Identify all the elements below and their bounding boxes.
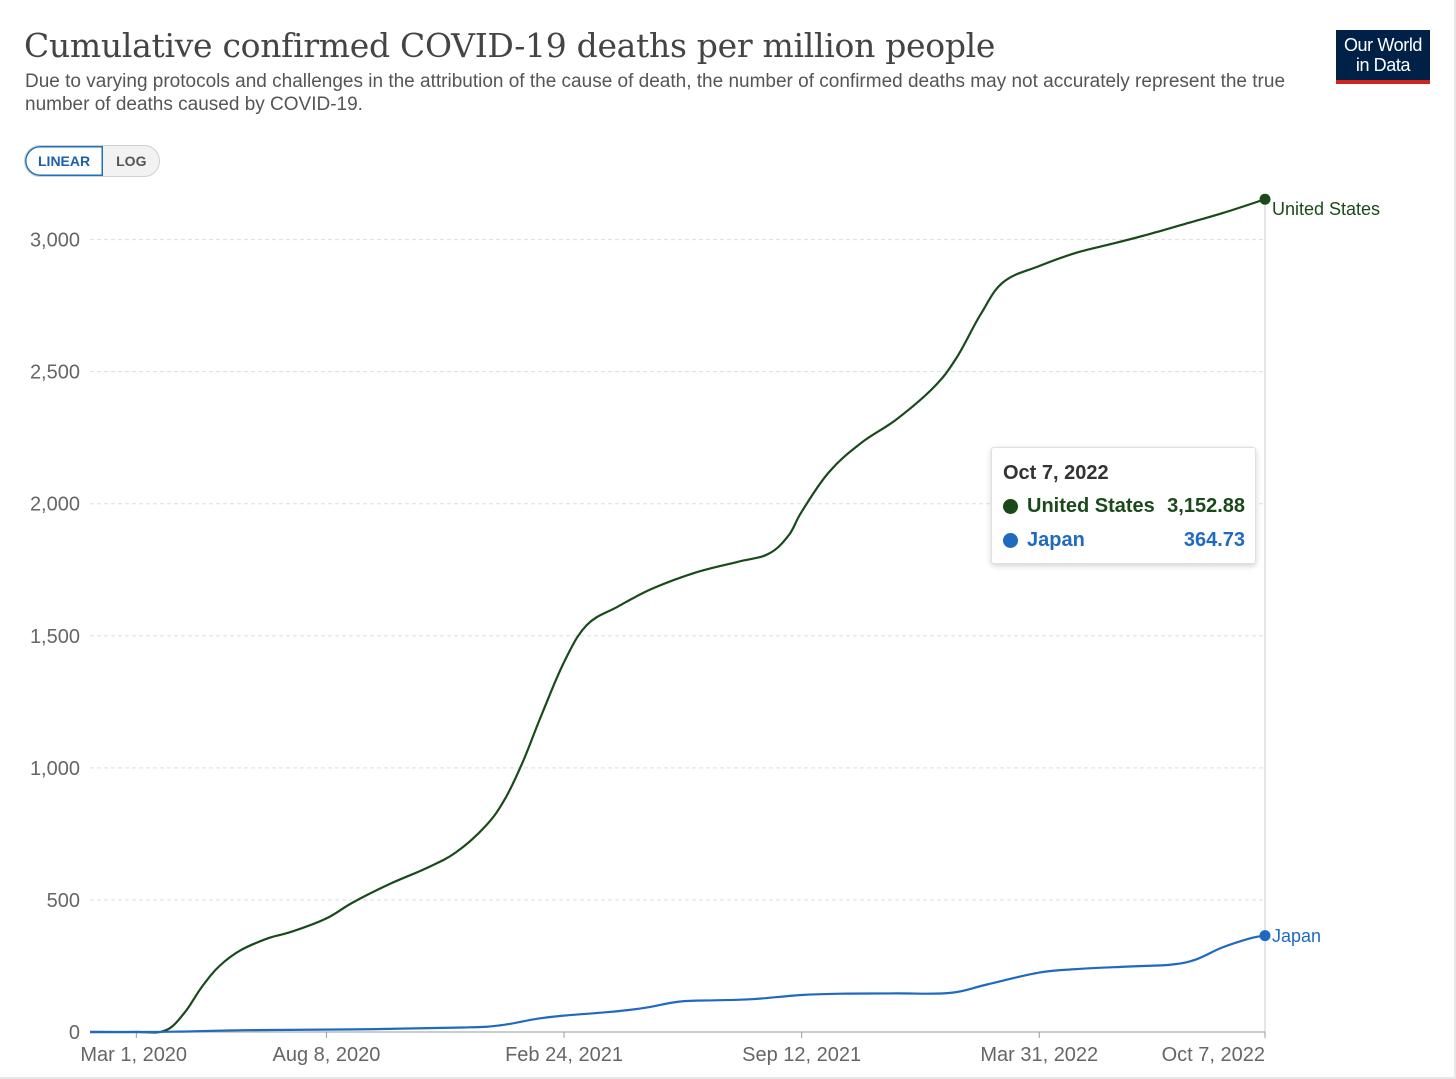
owid-logo[interactable]: Our World in Data bbox=[1336, 30, 1430, 84]
tooltip-dot-icon bbox=[1003, 499, 1018, 514]
y-tick-label: 2,000 bbox=[30, 494, 80, 516]
x-tick-label: Aug 8, 2020 bbox=[272, 1044, 380, 1066]
tooltip-row-united-states: United States 3,152.88 bbox=[1003, 495, 1245, 519]
x-tick-label: Mar 31, 2022 bbox=[980, 1044, 1098, 1066]
x-tick-label: Mar 1, 2020 bbox=[80, 1044, 187, 1066]
x-tick-label: Oct 7, 2022 bbox=[1162, 1044, 1265, 1066]
tooltip-row-japan: Japan 364.73 bbox=[1003, 529, 1245, 553]
tooltip-series-name: Japan bbox=[1027, 529, 1085, 551]
tooltip-series-name: United States bbox=[1027, 495, 1155, 517]
series-endpoint-united-states bbox=[1259, 193, 1271, 205]
chart-subtitle: Due to varying protocols and challenges … bbox=[25, 71, 1286, 115]
logo-line-1: Our World bbox=[1343, 35, 1423, 55]
x-tick-label: Feb 24, 2021 bbox=[505, 1044, 623, 1066]
scale-toggle: LINEAR LOG bbox=[24, 145, 161, 177]
series-end-label-united-states: United States bbox=[1272, 199, 1380, 219]
y-tick-label: 2,500 bbox=[30, 362, 80, 384]
y-tick-label: 3,000 bbox=[30, 230, 80, 252]
series-line-united-states bbox=[89, 198, 1266, 1034]
logo-line-2: in Data bbox=[1355, 55, 1411, 75]
y-tick-label: 1,000 bbox=[30, 758, 80, 780]
y-tick-label: 1,500 bbox=[30, 626, 80, 648]
tooltip-date: Oct 7, 2022 bbox=[1003, 462, 1109, 484]
series-end-label-japan: Japan bbox=[1272, 926, 1321, 946]
series-line-japan bbox=[89, 934, 1266, 1034]
tooltip-series-value: 3,152.88 bbox=[1167, 495, 1245, 517]
x-tick-label: Sep 12, 2021 bbox=[742, 1044, 861, 1066]
log-scale-button[interactable]: LOG bbox=[116, 153, 147, 169]
y-tick-label: 500 bbox=[47, 890, 80, 912]
tooltip: Oct 7, 2022 United States 3,152.88 Japan… bbox=[991, 447, 1256, 564]
chart-title: Cumulative confirmed COVID-19 deaths per… bbox=[24, 26, 996, 65]
linear-scale-button[interactable]: LINEAR bbox=[25, 146, 104, 176]
series-endpoint-japan bbox=[1259, 930, 1271, 942]
tooltip-dot-icon bbox=[1003, 533, 1018, 548]
y-tick-label: 0 bbox=[69, 1022, 80, 1044]
tooltip-series-value: 364.73 bbox=[1183, 529, 1245, 551]
